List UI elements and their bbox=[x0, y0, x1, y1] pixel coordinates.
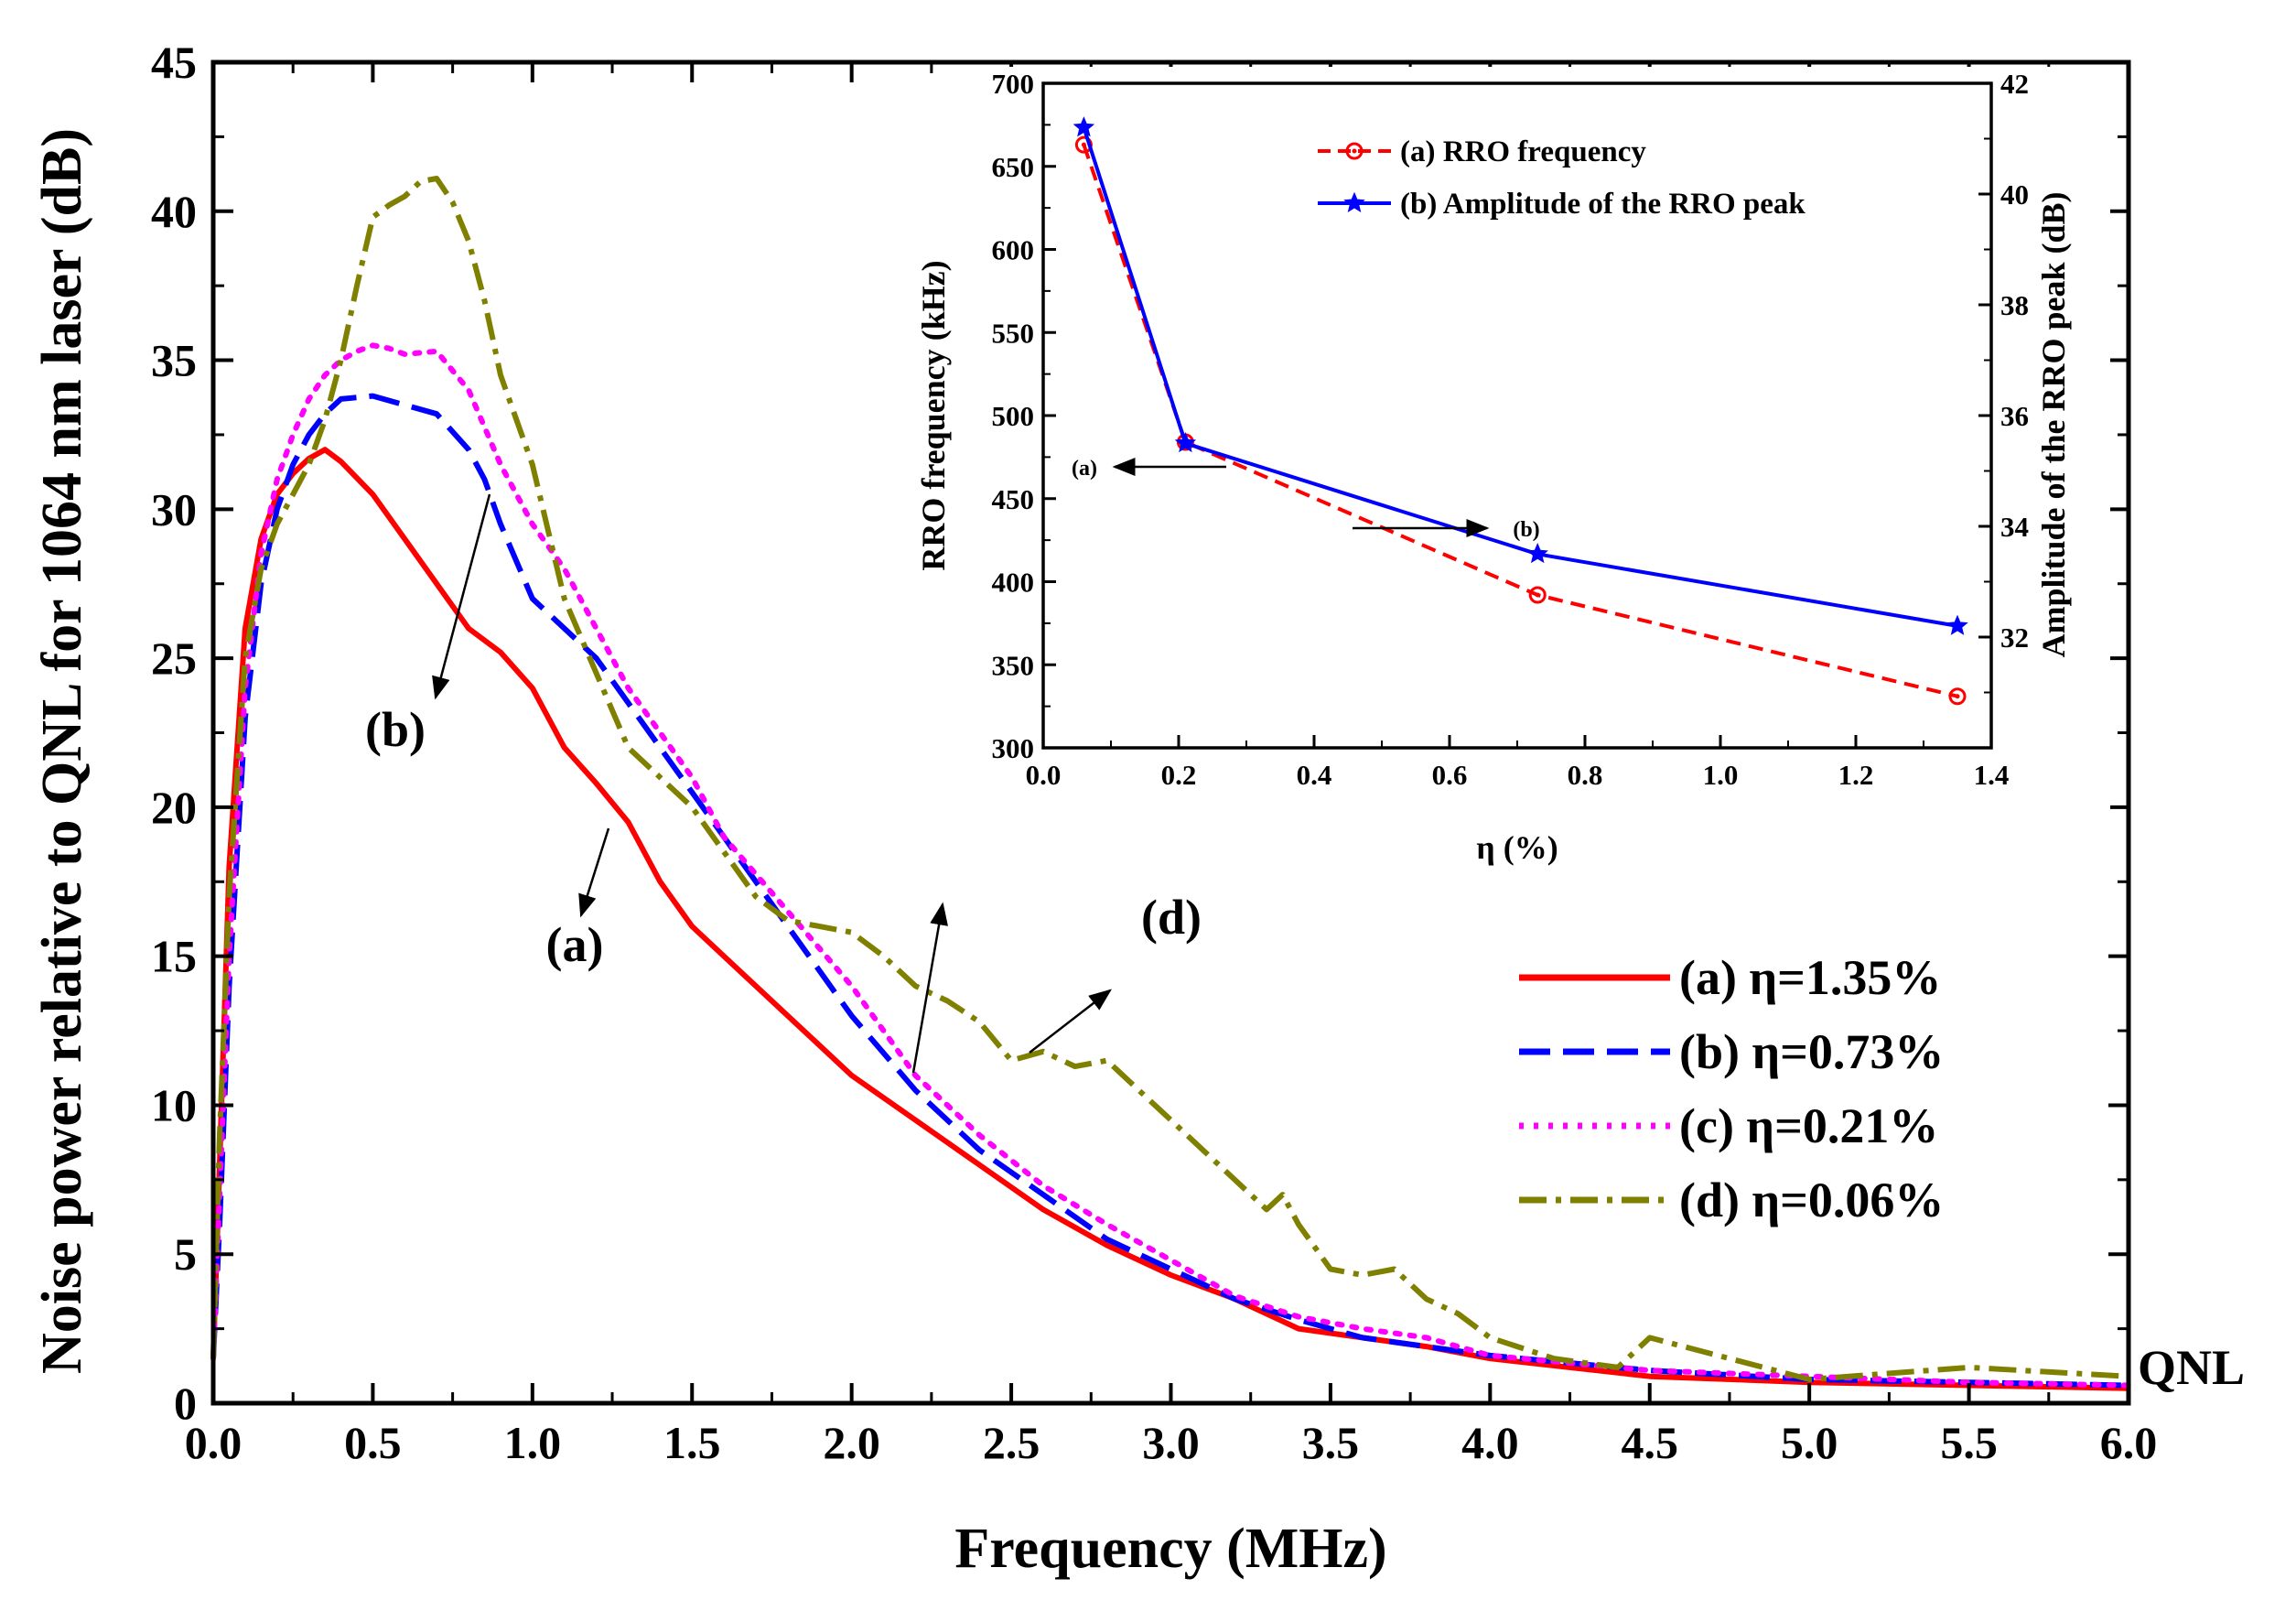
inset-point-a-dot bbox=[1955, 694, 1960, 699]
inset-y-axis-title: RRO frequency (kHz) bbox=[915, 260, 952, 570]
x-tick-label: 5.5 bbox=[1940, 1417, 1998, 1468]
y-tick-label: 35 bbox=[151, 335, 197, 386]
annotation-arrow-c bbox=[911, 902, 948, 1074]
x-tick-label: 0.0 bbox=[185, 1417, 243, 1468]
inset-legend-marker-a-dot bbox=[1352, 148, 1357, 154]
inset-point-a-dot bbox=[1535, 592, 1540, 598]
inset-point-b bbox=[1174, 432, 1197, 453]
x-tick-label: 3.0 bbox=[1142, 1417, 1200, 1468]
inset-y2-axis-title: Amplitude of the RRO peak (dB) bbox=[2035, 191, 2072, 657]
series-line-d bbox=[210, 176, 2129, 1382]
inset-series-line-b bbox=[1082, 126, 1958, 628]
inset-y-tick-label: 550 bbox=[992, 317, 1035, 349]
inset-background bbox=[933, 67, 2110, 859]
annotation-arrow-a bbox=[578, 827, 610, 918]
inset-x-tick-label: 0.4 bbox=[1297, 759, 1332, 791]
annotation-arrow-d bbox=[1029, 989, 1112, 1054]
inset-legend-label-a: (a) RRO frequency bbox=[1400, 135, 1646, 168]
inset-y-tick-label: 700 bbox=[992, 68, 1035, 100]
x-tick-label: 6.0 bbox=[2100, 1417, 2158, 1468]
inset-x-tick-label: 0.6 bbox=[1432, 759, 1468, 791]
y-tick-label: 15 bbox=[151, 931, 197, 982]
annotation-b: (b) bbox=[365, 702, 426, 757]
inset-legend-label-b: (b) Amplitude of the RRO peak bbox=[1400, 188, 1806, 221]
y-tick-label: 10 bbox=[151, 1079, 197, 1130]
inset-y-tick-label: 500 bbox=[992, 400, 1035, 432]
inset-y2-tick-label: 36 bbox=[2000, 400, 2029, 432]
inset-point-b bbox=[1526, 543, 1548, 564]
x-axis-title: Frequency (MHz) bbox=[954, 1518, 1386, 1580]
x-tick-label: 3.5 bbox=[1302, 1417, 1360, 1468]
inset-point-b bbox=[1946, 614, 1968, 635]
inset-x-tick-label: 1.0 bbox=[1703, 759, 1739, 791]
x-tick-label: 1.5 bbox=[663, 1417, 721, 1468]
y-tick-label: 25 bbox=[151, 632, 197, 684]
inset-y-tick-label: 350 bbox=[992, 649, 1035, 681]
y-tick-label: 0 bbox=[174, 1378, 197, 1429]
y-tick-label: 5 bbox=[174, 1228, 197, 1280]
inset-point-a bbox=[1948, 687, 1967, 706]
annotation-arrow-b bbox=[432, 493, 491, 700]
series-line-c bbox=[210, 342, 2131, 1389]
inset-point-b bbox=[1073, 116, 1095, 137]
inset-y2-tick-label: 38 bbox=[2000, 289, 2029, 321]
legend-label-d: (d) η=0.06% bbox=[1679, 1173, 1944, 1227]
inset-point-a bbox=[1528, 586, 1547, 604]
x-tick-label: 2.5 bbox=[983, 1417, 1040, 1468]
x-tick-label: 1.0 bbox=[504, 1417, 562, 1468]
y-axis-title: Noise power relative to QNL for 1064 nm … bbox=[31, 128, 93, 1374]
annotation-a: (a) bbox=[546, 917, 604, 972]
inset-legend-marker-a bbox=[1345, 142, 1364, 160]
series-line-b bbox=[210, 393, 2129, 1389]
inset-y-tick-label: 600 bbox=[992, 234, 1035, 266]
y-tick-label: 45 bbox=[151, 37, 197, 88]
legend-label-c: (c) η=0.21% bbox=[1679, 1098, 1938, 1153]
inset-x-tick-label: 1.2 bbox=[1838, 759, 1874, 791]
inset-legend-marker-b bbox=[1343, 191, 1365, 212]
inset-y2-tick-label: 32 bbox=[2000, 622, 2029, 654]
inset-x-tick-label: 1.4 bbox=[1974, 759, 2010, 791]
y-tick-label: 20 bbox=[151, 782, 197, 833]
x-tick-label: 5.0 bbox=[1781, 1417, 1838, 1468]
inset-point-a-dot bbox=[1081, 142, 1086, 147]
inset-y2-tick-label: 42 bbox=[2000, 68, 2029, 100]
x-tick-label: 4.5 bbox=[1622, 1417, 1679, 1468]
x-tick-label: 0.5 bbox=[344, 1417, 402, 1468]
legend-label-a: (a) η=1.35% bbox=[1679, 950, 1941, 1005]
x-tick-label: 2.0 bbox=[823, 1417, 880, 1468]
qnl-label: QNL bbox=[2138, 1340, 2245, 1395]
inset-y2-tick-label: 34 bbox=[2000, 511, 2029, 543]
inset-y2-tick-label: 40 bbox=[2000, 178, 2029, 211]
y-tick-label: 30 bbox=[151, 483, 197, 535]
annotation-d: (d) bbox=[1141, 890, 1202, 945]
y-tick-label: 40 bbox=[151, 186, 197, 237]
legend-label-b: (b) η=0.73% bbox=[1679, 1024, 1944, 1079]
inset-series-line-a bbox=[1082, 144, 1958, 698]
inset-annotation-a: (a) bbox=[1072, 457, 1097, 481]
inset-y-tick-label: 450 bbox=[992, 483, 1035, 515]
inset-x-axis-title: η (%) bbox=[1476, 829, 1558, 866]
inset-y-tick-label: 650 bbox=[992, 151, 1035, 183]
x-tick-label: 4.0 bbox=[1461, 1417, 1519, 1468]
inset-x-tick-label: 0.2 bbox=[1161, 759, 1197, 791]
inset-y-tick-label: 400 bbox=[992, 567, 1035, 599]
inset-annotation-b: (b) bbox=[1513, 518, 1539, 542]
inset-x-tick-label: 0.0 bbox=[1026, 759, 1062, 791]
inset-x-tick-label: 0.8 bbox=[1568, 759, 1603, 791]
inset-y-tick-label: 300 bbox=[992, 732, 1035, 764]
